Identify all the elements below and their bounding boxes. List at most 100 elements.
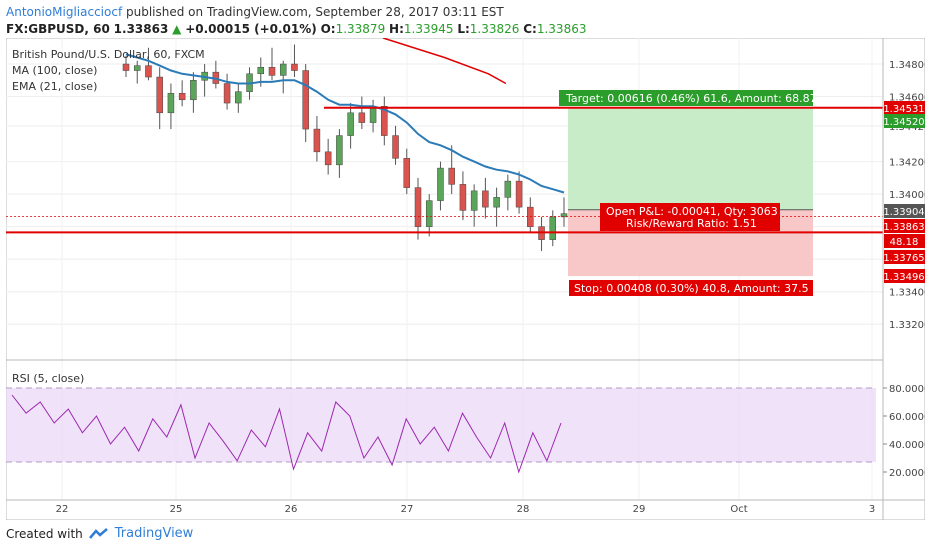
candle-body: [493, 197, 500, 208]
price-tag-label: 1.33863: [883, 222, 924, 233]
target-label: Target: 0.00616 (0.46%) 61.6, Amount: 68…: [565, 92, 817, 105]
candle: [268, 47, 276, 81]
candle-body: [515, 180, 523, 208]
author-link[interactable]: AntonioMigliacciocf: [6, 5, 123, 19]
price-tag-box: [884, 204, 925, 218]
price-tag: 1.33904: [883, 204, 925, 218]
price-tag: 1.33496: [883, 269, 925, 283]
tradingview-logo-icon: [88, 527, 108, 539]
candle-body: [235, 91, 242, 104]
candle: [336, 129, 343, 178]
close-label: C:: [523, 22, 537, 36]
x-tick-label: 26: [285, 504, 298, 515]
price-tick-label: 1.33400: [889, 288, 925, 299]
candle: [235, 83, 242, 113]
candle-body: [437, 167, 444, 201]
rsi-tick-label: 60.0000: [889, 412, 925, 423]
high-value: 1.33945: [403, 22, 454, 36]
candle-body: [145, 65, 152, 78]
price-tag-label: 1.33496: [883, 272, 924, 283]
price-tick-label: 1.34000: [889, 190, 925, 201]
candle-body: [392, 135, 399, 159]
candle-body: [133, 65, 141, 71]
price-tag-box: [884, 250, 925, 264]
candle: [190, 72, 197, 113]
candle-body: [482, 190, 489, 208]
candle-body: [414, 187, 422, 227]
candle-body: [527, 206, 534, 227]
x-tick-label: 3: [869, 504, 875, 515]
price-tick-label: 1.34200: [889, 158, 925, 169]
rsi-line: [11, 394, 562, 474]
up-arrow-icon: ▲: [172, 22, 182, 36]
candle: [178, 80, 186, 107]
low-value: 1.33826: [469, 22, 520, 36]
x-tick-label: 27: [401, 504, 414, 515]
candle-body: [336, 135, 343, 166]
x-tick-label: 25: [170, 504, 183, 515]
candle-body: [403, 158, 411, 188]
candle: [392, 125, 399, 165]
tradingview-brand[interactable]: TradingView: [114, 526, 194, 541]
candle: [358, 96, 366, 130]
price-tag-box: [884, 234, 925, 248]
open-label: O:: [320, 22, 336, 36]
candle: [459, 171, 467, 221]
target-label-box: [559, 90, 813, 106]
chart-svg[interactable]: 1.348001.346001.344201.342001.340001.338…: [5, 37, 930, 521]
price-tag: 1.34531: [883, 101, 925, 115]
price-tag-box: [884, 219, 925, 233]
candle-body: [470, 190, 478, 211]
stop-label-box: [569, 280, 813, 296]
candle: [560, 197, 568, 227]
price-tag-label: 1.33765: [883, 253, 924, 264]
price-tag-label: 1.34531: [883, 104, 924, 115]
rsi-tick-label: 20.0000: [889, 468, 925, 479]
open-value: 1.33879: [335, 22, 386, 36]
candle: [414, 177, 422, 240]
price-tick-label: 1.34600: [889, 93, 925, 104]
candle-body: [324, 151, 332, 166]
ema-line: [125, 53, 565, 194]
candle: [145, 47, 152, 81]
price-tag: 48.18: [884, 234, 925, 248]
candle: [515, 171, 523, 214]
candle: [223, 73, 231, 110]
candle-body: [425, 200, 433, 227]
candle-body: [459, 184, 467, 211]
created-with-label: Created with: [6, 526, 83, 541]
candle: [313, 116, 321, 162]
candle: [279, 60, 287, 94]
price-change: +0.00015 (+0.01%): [185, 22, 317, 36]
price-tag-box: [884, 101, 925, 115]
candle: [437, 161, 444, 211]
ohlc-line: FX:GBPUSD, 60 1.33863 ▲ +0.00015 (+0.01%…: [6, 22, 586, 36]
candle-body: [291, 63, 298, 71]
price-tag-box: [884, 114, 925, 128]
legend-ema: EMA (21, close): [12, 80, 97, 93]
candle: [167, 83, 175, 130]
candle-body: [381, 106, 388, 136]
candle: [133, 60, 141, 84]
candle-body: [549, 216, 557, 240]
candle: [403, 148, 411, 195]
rsi-label: RSI (5, close): [12, 372, 84, 385]
candle: [122, 55, 130, 78]
stop-label: Stop: 0.00408 (0.30%) 40.8, Amount: 37.5: [574, 282, 809, 295]
x-tick-label: 29: [633, 504, 646, 515]
price-tag-label: 1.33904: [883, 207, 924, 218]
rsi-band: [6, 388, 876, 462]
candle: [291, 44, 298, 78]
high-label: H:: [389, 22, 404, 36]
publish-text: published on TradingView.com, September …: [126, 5, 504, 19]
rsi-tick-label: 40.0000: [889, 440, 925, 451]
pnl-box: [600, 203, 780, 231]
last-price: 1.33863: [113, 22, 169, 36]
price-tag-box: [884, 269, 925, 283]
candle-body: [156, 76, 163, 114]
candle: [324, 138, 332, 175]
chart-frame[interactable]: 1.348001.346001.344201.342001.340001.338…: [5, 37, 930, 521]
candle: [381, 96, 388, 146]
candle: [482, 177, 489, 219]
risk-reward-label: Risk/Reward Ratio: 1.51: [626, 217, 757, 230]
